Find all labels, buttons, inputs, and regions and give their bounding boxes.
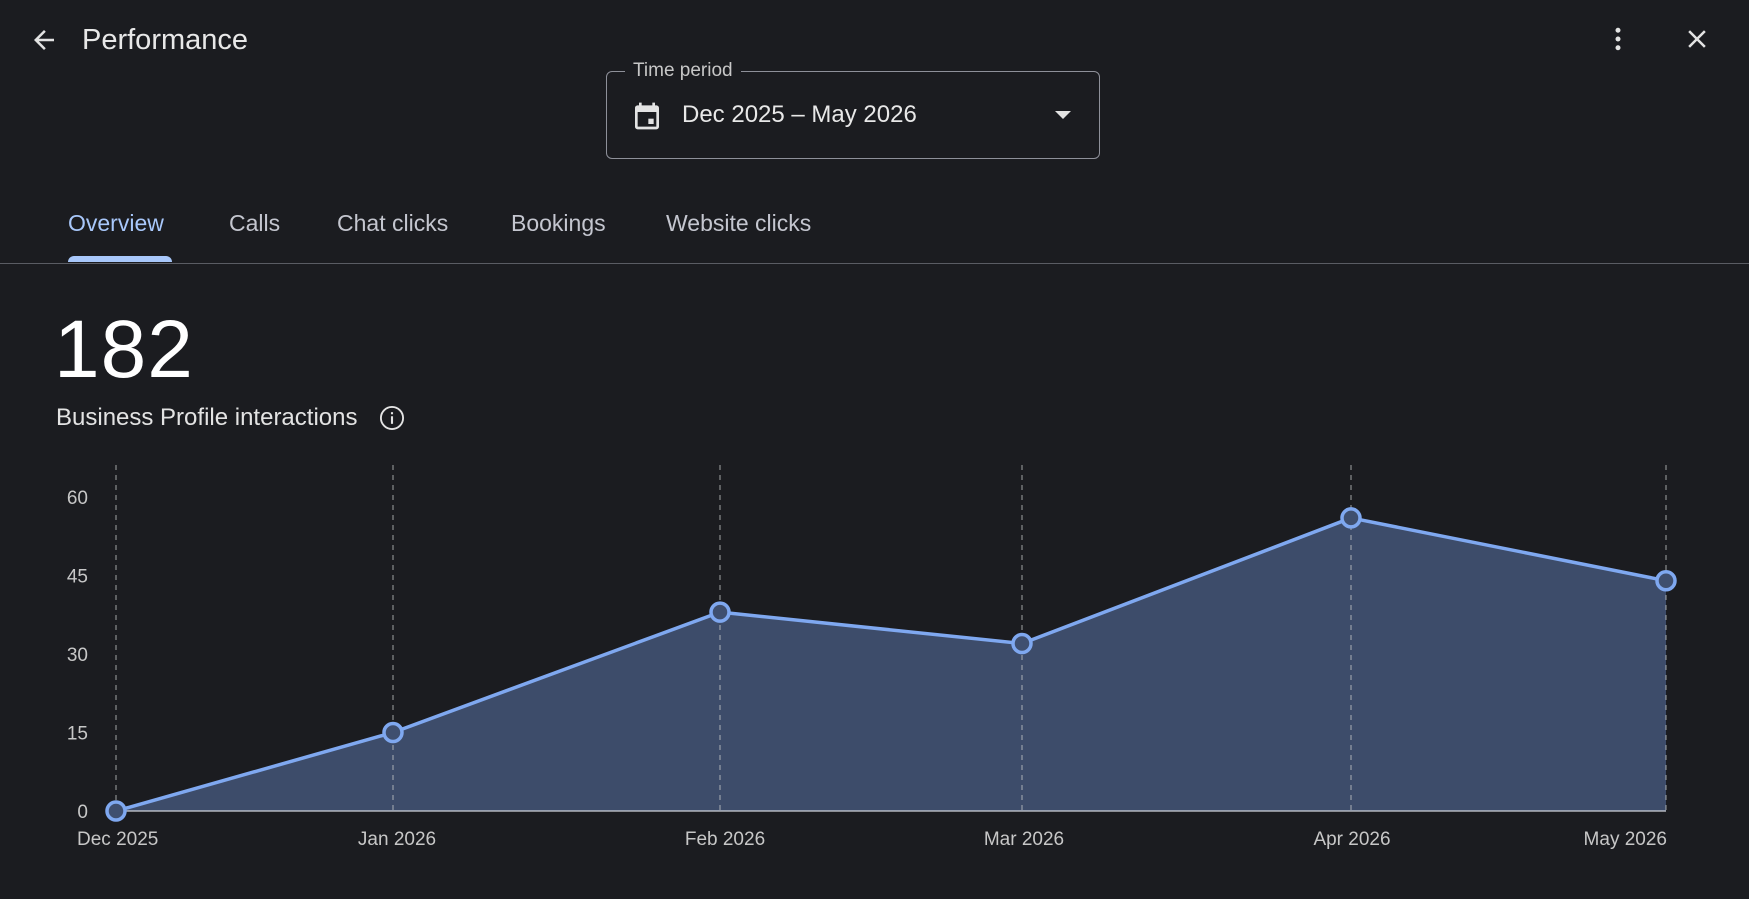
tab-bar: Overview Calls Chat clicks Bookings Webs… [0,190,1749,264]
y-tick-label-15: 15 [67,724,88,745]
x-tick-label-apr-2026: Apr 2026 [1313,829,1390,850]
arrow-drop-down-icon [1055,111,1071,119]
more-vert-icon [1615,27,1621,51]
y-tick-label-0: 0 [77,802,88,823]
y-tick-label-60: 60 [67,488,88,509]
more-options-button[interactable] [1596,17,1640,61]
arrow-back-icon [34,30,54,50]
data-point-apr-2026 [1340,507,1362,529]
active-tab-indicator [68,256,172,262]
series-line [115,516,1667,813]
tabs-divider [0,263,1749,264]
tab-website-clicks[interactable]: Website clicks [666,210,812,236]
x-tick-label-dec-2025: Dec 2025 [77,829,158,850]
time-period-value: Dec 2025 – May 2026 [682,101,917,128]
interactions-total: 182 [54,304,194,395]
tab-overview[interactable]: Overview [68,210,164,236]
x-tick-label-mar-2026: Mar 2026 [984,829,1064,850]
info-icon[interactable] [378,404,406,432]
data-point-jan-2026 [382,721,404,744]
y-tick-label-30: 30 [67,645,88,666]
x-tick-label-feb-2026: Feb 2026 [685,829,765,850]
y-tick-label-45: 45 [67,567,88,588]
tab-calls[interactable]: Calls [229,210,281,236]
tab-chat-clicks[interactable]: Chat clicks [337,210,449,236]
x-tick-label-jan-2026: Jan 2026 [358,829,436,850]
close-icon [1688,30,1706,48]
time-period-label: Time period [625,58,741,84]
time-period-select[interactable]: Time period Dec 2025 – May 2026 [606,58,1100,159]
back-button[interactable] [22,18,66,62]
x-tick-label-may-2026: May 2026 [1584,829,1667,850]
calendar-icon [635,102,659,130]
interactions-label: Business Profile interactions [56,404,358,431]
data-point-mar-2026 [1011,632,1033,655]
data-point-dec-2025 [105,800,127,822]
data-point-may-2026 [1655,569,1677,592]
chart-area [116,517,1666,811]
close-button[interactable] [1675,17,1719,61]
page-title: Performance [82,24,249,56]
tab-bookings[interactable]: Bookings [511,210,606,236]
data-point-feb-2026 [709,601,731,623]
